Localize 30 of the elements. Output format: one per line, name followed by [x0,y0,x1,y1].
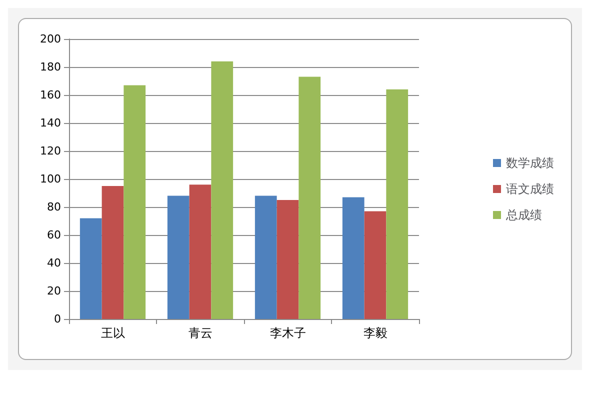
y-tick-label: 80 [47,200,61,214]
y-tick-label: 0 [54,312,61,326]
bar [276,200,299,319]
y-tick-label: 140 [40,116,61,130]
y-tick-label: 180 [40,60,61,74]
x-tick-label: 李毅 [363,326,388,340]
bar [80,218,102,319]
bar [254,196,277,319]
bar [102,186,124,319]
bar [342,197,364,319]
y-tick-label: 160 [40,88,61,102]
bar [211,61,234,319]
x-tick-label: 李木子 [270,326,306,340]
x-tick-label: 青云 [188,326,212,340]
legend-label: 总成绩 [505,208,542,222]
bar [364,211,386,319]
x-tick-label: 王以 [100,326,125,340]
bar [189,184,212,319]
y-tick-label: 60 [47,228,61,242]
bar [386,89,408,319]
bar [124,85,146,319]
y-tick-label: 120 [40,144,61,158]
bar [167,196,190,319]
legend-label: 数学成绩 [506,156,554,170]
y-tick-label: 40 [47,256,61,270]
y-tick-label: 20 [47,284,61,298]
y-tick-label: 100 [40,172,61,186]
y-tick-label: 200 [40,32,61,46]
legend-label: 语文成绩 [506,182,554,196]
bar [298,76,321,319]
